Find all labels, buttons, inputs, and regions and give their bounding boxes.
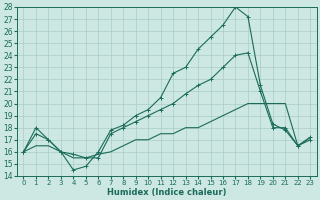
X-axis label: Humidex (Indice chaleur): Humidex (Indice chaleur) — [107, 188, 227, 197]
